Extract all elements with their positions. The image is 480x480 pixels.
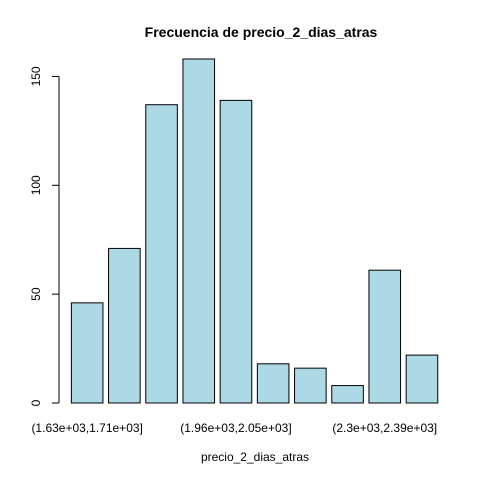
x-tick-label-2: (1.96e+03,2.05e+03] (180, 421, 291, 435)
bar-7 (294, 367, 327, 404)
x-tick-label-1: (1.63e+03,1.71e+03] (31, 421, 142, 435)
y-tick-label-2: 50 (29, 287, 43, 301)
bar-2 (108, 247, 141, 404)
bar-3 (145, 104, 178, 404)
bar-8 (331, 385, 364, 404)
bar-4 (182, 58, 216, 404)
y-tick-label-4: 150 (29, 66, 43, 86)
x-axis: (1.63e+03,1.71e+03] (1.96e+03,2.05e+03] (2… (31, 421, 437, 435)
bar-10 (405, 354, 439, 404)
bar-1 (70, 302, 104, 404)
bars-group (70, 58, 439, 404)
bar-6 (256, 363, 290, 404)
y-tick-label-3: 100 (29, 175, 43, 195)
y-axis: 0 50 100 150 (29, 66, 60, 406)
bar-9 (368, 269, 402, 404)
y-tick-label-1: 0 (29, 399, 43, 406)
x-tick-label-3: (2.3e+03,2.39e+03] (332, 421, 437, 435)
bar-5 (219, 99, 253, 404)
chart-title: Frecuencia de precio_2_dias_atras (145, 24, 378, 40)
x-axis-label: precio_2_dias_atras (201, 450, 309, 464)
